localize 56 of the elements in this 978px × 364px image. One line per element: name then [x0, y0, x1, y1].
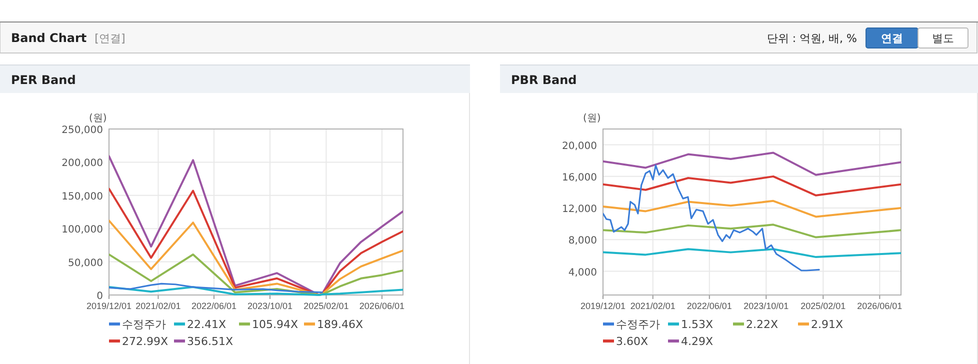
- x-tick-label: 2019/12/01: [580, 301, 626, 311]
- line-series: [109, 155, 403, 296]
- line-series: [603, 248, 901, 258]
- x-tick-label: 2022/06/01: [191, 301, 236, 311]
- x-tick-label: 2026/06/01: [359, 301, 404, 311]
- line-series: [109, 282, 323, 294]
- legend-label: 4.29X: [681, 335, 714, 348]
- x-tick-label: 2019/12/01: [86, 301, 132, 311]
- text: Band Chart: [11, 31, 87, 45]
- chart-title: PER Band: [11, 73, 76, 87]
- text: 별도: [932, 32, 954, 45]
- y-tick-label: 20,000: [562, 140, 597, 152]
- y-tick-label: 12,000: [562, 204, 597, 216]
- legend-label: 356.51X: [187, 335, 234, 348]
- y-tick-label: 200,000: [62, 158, 103, 170]
- y-tick-label: 0: [96, 291, 103, 302]
- text: 단위 : 억원, 배, %: [766, 32, 857, 45]
- legend-label: 22.41X: [187, 318, 226, 331]
- line-series: [109, 188, 403, 296]
- line-series: [603, 152, 901, 176]
- line-series: [109, 286, 403, 296]
- y-tick-label: 16,000: [562, 172, 597, 184]
- y-tick-label: 250,000: [62, 125, 103, 136]
- x-tick-label: 2026/06/01: [857, 301, 902, 311]
- line-series: [603, 200, 901, 218]
- y-tick-label: 50,000: [68, 258, 103, 269]
- line-series: [109, 220, 403, 296]
- legend-label: 105.94X: [252, 318, 298, 331]
- legend-label: 3.60X: [616, 335, 648, 348]
- legend-label: 수정주가: [616, 318, 660, 331]
- x-tick-label: 2023/10/01: [744, 301, 789, 311]
- x-tick-label: 2021/02/01: [136, 301, 181, 311]
- legend-label: 2.22X: [746, 318, 778, 331]
- x-tick-label: 2021/02/01: [630, 301, 676, 311]
- legend-label: 189.46X: [317, 318, 364, 331]
- x-tick-label: 2023/10/01: [247, 301, 292, 311]
- line-series: [603, 164, 820, 272]
- y-tick-label: 150,000: [62, 191, 103, 202]
- y-tick-label: 4,000: [568, 267, 597, 278]
- line-series: [603, 224, 901, 238]
- legend-label: 272.99X: [122, 335, 168, 348]
- y-tick-label: 100,000: [62, 224, 103, 236]
- legend-label: 2.91X: [811, 318, 844, 331]
- line-series: [109, 254, 403, 296]
- text: 연결: [881, 32, 903, 45]
- line-series: [603, 175, 901, 196]
- y-axis-title: (원): [89, 113, 107, 124]
- x-tick-label: 2025/02/01: [800, 301, 846, 311]
- y-axis-title: (원): [583, 113, 601, 124]
- y-tick-label: 8,000: [568, 236, 597, 247]
- x-tick-label: 2022/06/01: [686, 301, 732, 311]
- chart-title: PBR Band: [511, 73, 577, 87]
- x-tick-label: 2025/02/01: [304, 301, 349, 311]
- legend-label: 1.53X: [681, 318, 714, 331]
- legend-label: 수정주가: [122, 318, 166, 331]
- text: [연결]: [94, 32, 126, 45]
